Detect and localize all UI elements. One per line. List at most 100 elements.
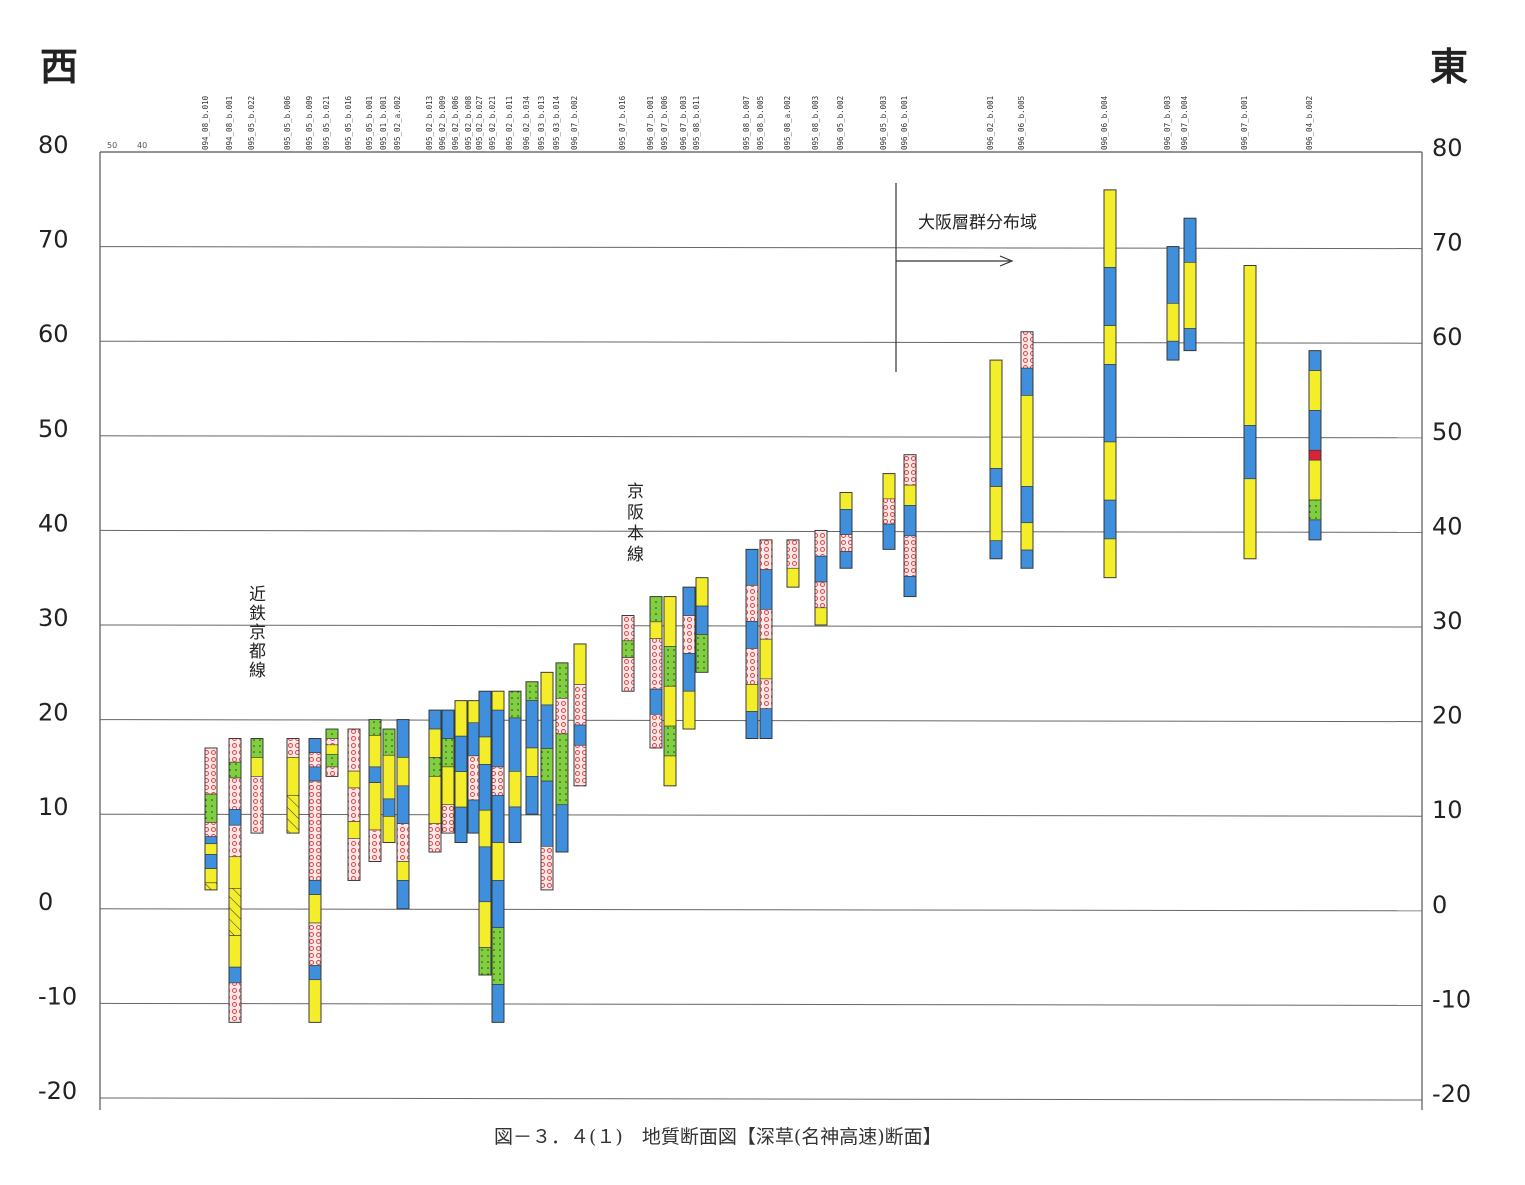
- borehole-id-label: 095_05_b.006: [283, 95, 292, 150]
- borehole-id-label: 095_02_b.021: [488, 96, 497, 150]
- layer-hatch: [287, 795, 299, 834]
- borehole-layer: [1103, 325, 1117, 365]
- borehole-layer: [454, 735, 468, 772]
- layer-gravel-pattern: [251, 776, 263, 834]
- y-tick-label-right: -20: [1432, 1080, 1471, 1108]
- layer-gravel-pattern: [650, 714, 662, 748]
- borehole-layer: [814, 555, 828, 583]
- layer-gravel-pattern: [883, 498, 895, 525]
- borehole-id-label: 096_06_b.005: [1017, 96, 1026, 150]
- layer-hatch: [229, 888, 241, 936]
- borehole-layer: [428, 709, 442, 730]
- borehole-outline: [478, 690, 492, 976]
- layer-gravel-pattern: [815, 530, 827, 557]
- borehole: 095_02_b.027: [475, 96, 492, 976]
- borehole-layer: [491, 709, 505, 768]
- borehole-layer: [745, 549, 759, 586]
- borehole-id-label: 096_07_b.001: [1240, 96, 1249, 150]
- borehole-layer: [396, 719, 410, 758]
- borehole-id-label: 095_03_b.013: [537, 96, 546, 150]
- borehole-layer: [649, 621, 663, 639]
- borehole-layer: [204, 843, 218, 855]
- layer-gravel-pattern: [442, 804, 454, 834]
- annotation-char: 都: [249, 642, 266, 662]
- borehole-layer: [467, 722, 481, 757]
- layer-gravel-pattern: [904, 535, 916, 577]
- elevation-gridlines: 80 80 70 70 60 60 50 50 40 40 30 30 20 20 10 10 0 0 -10 -10…: [38, 131, 1471, 1108]
- borehole-outline: [228, 738, 242, 1023]
- borehole-layer: [745, 621, 759, 649]
- borehole-layer: [308, 738, 322, 754]
- layer-speck-pattern: [650, 596, 662, 622]
- borehole-layer: [454, 806, 468, 843]
- borehole-outline: [555, 662, 569, 853]
- borehole-layer: [839, 509, 853, 535]
- borehole-layer: [882, 523, 896, 550]
- borehole-id-label: 095_02_b.008: [464, 95, 473, 150]
- borehole-outline: [286, 738, 300, 834]
- borehole-layer: [368, 782, 382, 831]
- borehole-id-label: 096_06_b.001: [900, 96, 909, 150]
- borehole-layer: [368, 766, 382, 783]
- borehole: 096_06_b.004: [1100, 95, 1117, 579]
- borehole-layer: [467, 700, 481, 724]
- borehole-layer: [1243, 265, 1257, 426]
- borehole-outline: [428, 709, 442, 853]
- osaka-group-annotation: 大阪層群分布域: [895, 183, 1037, 372]
- borehole-layer: [1020, 367, 1034, 396]
- borehole-layer: [308, 965, 322, 981]
- borehole-layer: [745, 711, 759, 739]
- layer-gravel-pattern: [205, 822, 217, 837]
- layer-speck-pattern: [205, 794, 217, 823]
- borehole-id-label: 095_02_b.011: [505, 96, 514, 150]
- borehole-id-label: 095_05_b.021: [322, 96, 331, 150]
- borehole-id-label: 096_05_b.002: [836, 96, 845, 150]
- borehole-outline: [454, 700, 468, 844]
- borehole-layer: [695, 605, 709, 635]
- y-tick-label-left: -20: [38, 1077, 77, 1105]
- borehole-layer: [1243, 425, 1257, 480]
- layer-gravel-pattern: [746, 648, 758, 685]
- borehole-id-label: 096_06_b.004: [1100, 95, 1109, 150]
- borehole-layer: [250, 757, 264, 777]
- borehole-layer: [228, 966, 242, 984]
- y-tick-label-left: 0: [38, 888, 53, 916]
- borehole: 096_02_b.009: [438, 96, 455, 834]
- borehole-outline: [525, 681, 539, 815]
- borehole-id-label: 095_08_a.002: [783, 96, 792, 150]
- y-tick-label-left: 50: [38, 415, 69, 443]
- gridline: [99, 908, 1423, 912]
- borehole-layer: [491, 842, 505, 881]
- layer-gravel-pattern: [683, 615, 695, 654]
- borehole-layer: [204, 868, 218, 884]
- layer-gravel-pattern: [904, 454, 916, 486]
- layer-gravel-pattern: [229, 738, 241, 763]
- layer-hatch: [205, 882, 217, 890]
- layer-gravel-pattern: [287, 738, 299, 758]
- layer-speck-pattern: [622, 640, 634, 658]
- borehole-id-label: 095_05_b.009: [305, 96, 314, 150]
- layer-speck-pattern: [664, 646, 676, 687]
- borehole: 095_08_b.007: [742, 96, 759, 739]
- borehole-id-label: 096_02_b.009: [438, 96, 447, 150]
- layer-speck-pattern: [229, 762, 241, 778]
- borehole-layer: [478, 846, 492, 903]
- borehole-id-label: 096_02_b.001: [986, 96, 995, 150]
- borehole: 094_08_b.010: [201, 95, 218, 891]
- annotation-char: 阪: [627, 503, 644, 523]
- borehole: 095_05_b.022: [247, 96, 264, 834]
- y-tick-label-right: 80: [1432, 134, 1463, 162]
- layer-gravel-pattern: [541, 846, 553, 890]
- borehole-id-label: 096_07_b.002: [570, 96, 579, 150]
- borehole-layer: [382, 816, 396, 843]
- borehole-id-label: 095_08_b.005: [756, 96, 765, 150]
- borehole-layer: [1183, 217, 1197, 263]
- borehole: 096_05_b.002: [836, 96, 853, 569]
- borehole-outline: [882, 473, 896, 550]
- borehole-id-label: 096_07_b.003: [679, 96, 688, 150]
- borehole-layer: [1308, 449, 1322, 461]
- borehole-layer: [396, 861, 410, 881]
- borehole-layer: [903, 576, 917, 597]
- borehole-layer: [1103, 364, 1117, 443]
